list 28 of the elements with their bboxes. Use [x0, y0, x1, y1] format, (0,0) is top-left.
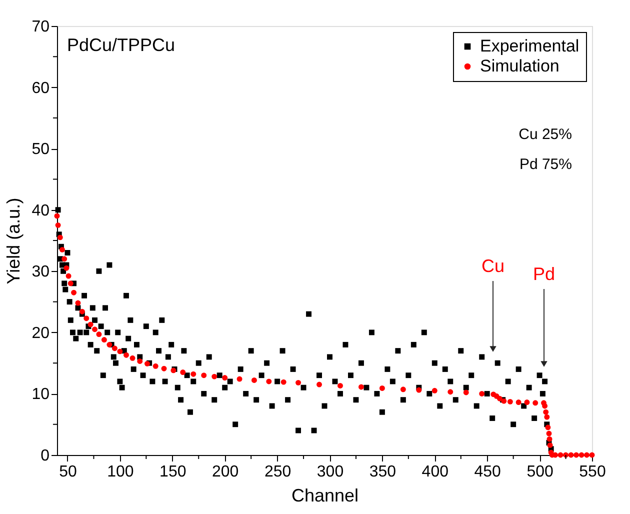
y-tick-label: 10 [32, 386, 50, 404]
y-axis-title: Yield (a.u.) [4, 198, 24, 284]
x-axis-title: Channel [291, 486, 359, 506]
legend-label: Experimental [480, 36, 580, 56]
y-tick-label: 30 [32, 264, 50, 281]
y-tick-label: 60 [32, 80, 50, 97]
y-tick-label: 40 [32, 202, 50, 220]
x-tick-label: 250 [264, 464, 292, 480]
y-tick-label: 50 [32, 141, 50, 158]
y-tick-label: 20 [32, 324, 50, 342]
annotation: Pd 75% [519, 156, 572, 173]
x-tick-label: 100 [107, 464, 134, 480]
legend-label: Simulation [480, 56, 560, 76]
annotation: Cu 25% [518, 126, 572, 143]
x-tick-label: 150 [160, 464, 186, 480]
y-tick-label: 70 [32, 18, 50, 36]
y-tick-label: 0 [40, 448, 50, 464]
annotation: Cu [481, 256, 505, 276]
x-tick-label: 200 [212, 464, 239, 480]
x-tick-label: 550 [579, 464, 606, 480]
x-tick-label: 350 [369, 464, 396, 480]
x-tick-label: 450 [474, 464, 502, 480]
annotation: Pd [532, 264, 556, 284]
x-tick-label: 500 [526, 464, 554, 480]
annotation: PdCu/TPPCu [67, 35, 176, 55]
x-tick-label: 50 [59, 464, 77, 480]
x-tick-label: 300 [316, 464, 344, 480]
x-tick-label: 400 [422, 464, 449, 480]
